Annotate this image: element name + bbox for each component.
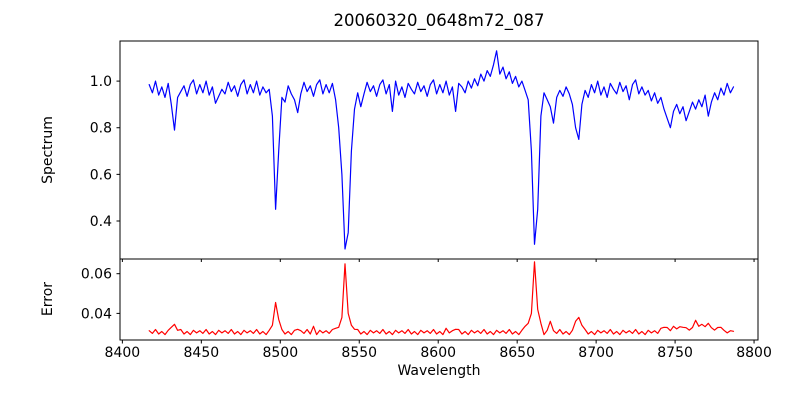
error-y-tick-label: 0.06 (81, 267, 112, 283)
x-tick-label: 8650 (499, 345, 535, 361)
x-tick-label: 8800 (736, 345, 772, 361)
x-tick-label: 8450 (184, 345, 220, 361)
error-line (148, 261, 735, 336)
plot-title: 20060320_0648m72_087 (333, 11, 545, 30)
spectrum-y-tick-label: 1.0 (90, 74, 112, 90)
spectrum-y-tick-label: 0.8 (90, 121, 112, 137)
x-tick-label: 8700 (578, 345, 614, 361)
spectrum-line (148, 50, 735, 250)
x-axis-label: Wavelength (397, 363, 481, 379)
spectrum-y-tick-label: 0.4 (90, 214, 112, 230)
spectrum-y-tick-label: 0.6 (90, 167, 112, 183)
x-tick-label: 8600 (420, 345, 456, 361)
error-y-tick-label: 0.04 (81, 306, 112, 322)
error-axes-frame (119, 258, 759, 341)
x-tick-label: 8500 (262, 345, 298, 361)
spectrum-axes-frame (119, 40, 759, 260)
x-tick-label: 8400 (105, 345, 141, 361)
x-tick-label: 8750 (657, 345, 693, 361)
x-tick-label: 8550 (341, 345, 377, 361)
